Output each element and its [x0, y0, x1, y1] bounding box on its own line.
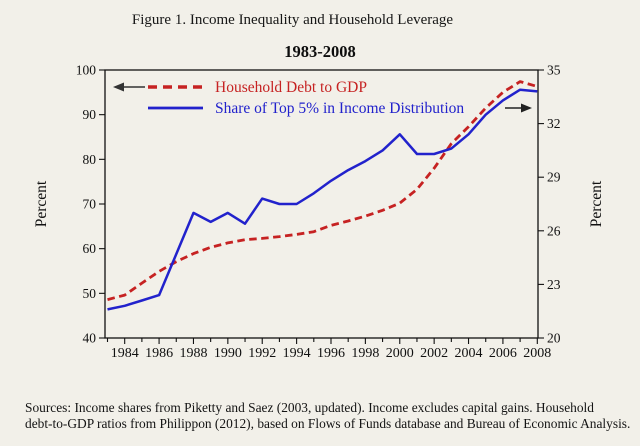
- x-tick-label: 1996: [317, 346, 345, 361]
- x-tick-label: 1988: [179, 346, 207, 361]
- y-left-tick-label: 50: [83, 286, 97, 301]
- y-left-tick-label: 40: [83, 331, 97, 346]
- y-right-tick-label: 26: [547, 223, 561, 238]
- x-tick-label: 1994: [283, 346, 311, 361]
- left-axis-arrow-icon: [113, 82, 145, 92]
- x-tick-label: 1984: [111, 346, 139, 361]
- y-left-tick-label: 80: [83, 152, 97, 167]
- y-right-tick-label: 20: [547, 331, 561, 346]
- y-left-axis-title: Percent: [33, 180, 50, 227]
- x-tick-label: 2006: [489, 346, 517, 361]
- x-tick-label: 1992: [248, 346, 276, 361]
- source-note: Sources: Income shares from Piketty and …: [25, 400, 631, 432]
- y-right-tick-label: 35: [547, 63, 561, 78]
- source-note-line1: Sources: Income shares from Piketty and …: [25, 400, 594, 415]
- y-right-axis-title: Percent: [588, 180, 605, 227]
- y-left-tick-label: 90: [83, 107, 97, 122]
- x-tick-label: 1986: [145, 346, 173, 361]
- series-line-top5-share: [107, 88, 538, 311]
- x-tick-label: 2008: [523, 346, 551, 361]
- y-left-tick-label: 60: [83, 241, 97, 256]
- x-tick-label: 2004: [455, 346, 483, 361]
- x-tick-label: 1998: [351, 346, 379, 361]
- y-right-tick-label: 23: [547, 277, 561, 292]
- x-tick-label: 1990: [214, 346, 242, 361]
- right-axis-arrow-icon: [505, 103, 532, 113]
- legend-label-top5-share: Share of Top 5% in Income Distribution: [215, 100, 465, 117]
- y-right-tick-label: 32: [547, 116, 561, 131]
- y-left-tick-label: 100: [76, 63, 97, 78]
- x-tick-label: 2000: [386, 346, 414, 361]
- legend-label-household-debt: Household Debt to GDP: [215, 79, 367, 96]
- chart-title: 1983-2008: [284, 42, 356, 61]
- plot-dynamic-layer: 1984 1986 1988 1990 1992 1994 1996 1998 2000 2002…: [76, 63, 561, 362]
- y-right-tick-label: 29: [547, 170, 561, 185]
- source-note-line2: debt-to-GDP ratios from Philippon (2012)…: [25, 416, 631, 431]
- x-tick-label: 2002: [420, 346, 448, 361]
- series-line-household-debt: [107, 80, 538, 301]
- figure-caption: Figure 1. Income Inequality and Househol…: [131, 12, 454, 28]
- y-left-tick-label: 70: [83, 197, 97, 212]
